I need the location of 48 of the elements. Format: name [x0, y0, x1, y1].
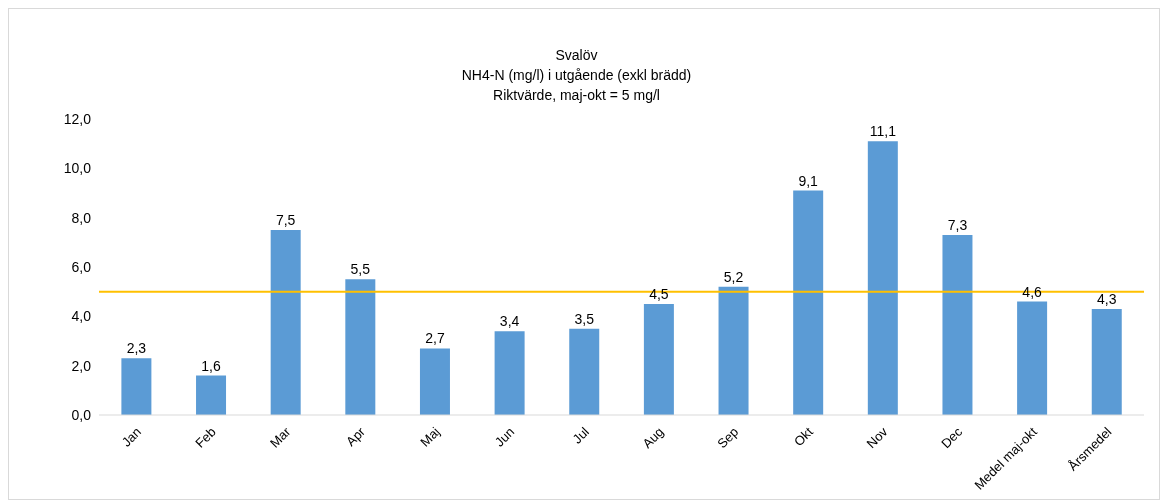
bar — [121, 358, 152, 415]
data-label: 3,5 — [574, 310, 595, 327]
x-tick-label: Aug — [639, 424, 667, 452]
y-tick-label: 2,0 — [71, 357, 92, 374]
data-label: 5,2 — [723, 268, 744, 285]
bar — [1017, 301, 1048, 415]
bar — [569, 328, 600, 415]
y-tick-label: 10,0 — [63, 160, 92, 177]
y-tick-label: 8,0 — [71, 209, 92, 226]
bar — [270, 230, 301, 415]
data-label: 9,1 — [798, 172, 819, 189]
bar — [494, 331, 525, 415]
data-label: 2,7 — [425, 330, 445, 347]
text: Riktvärde, maj-okt = 5 mg/l — [492, 86, 661, 105]
bar — [1091, 308, 1122, 415]
y-tick-label: 4,0 — [71, 308, 92, 325]
x-tick-label: Jun — [491, 424, 518, 450]
bar — [793, 190, 824, 415]
bar — [643, 304, 674, 415]
chart-title: Svalöv — [554, 46, 599, 65]
x-tick-label: Nov — [863, 423, 891, 452]
y-tick-label: 6,0 — [71, 258, 92, 275]
x-tick-label: Okt — [790, 423, 817, 450]
bar — [867, 141, 898, 415]
x-tick-label: Apr — [343, 423, 369, 450]
data-label: 7,5 — [275, 212, 296, 228]
x-tick-label: Feb — [192, 424, 219, 451]
bar — [345, 279, 376, 415]
data-label: 4,3 — [1097, 290, 1117, 307]
bar — [196, 375, 227, 415]
bar — [718, 286, 749, 415]
x-tick-label: Jul — [569, 424, 593, 447]
data-label: 3,4 — [499, 313, 520, 330]
data-label: 5,5 — [350, 261, 371, 278]
data-label: 7,3 — [947, 216, 968, 233]
y-tick-label: 0,0 — [71, 406, 92, 423]
bar — [419, 348, 450, 415]
data-label: 11,1 — [869, 123, 897, 140]
data-label: 2,3 — [126, 340, 147, 357]
x-tick-label: Mar — [266, 423, 294, 451]
data-label: 1,6 — [201, 357, 221, 374]
bar — [942, 234, 973, 415]
x-tick-label: Jan — [118, 424, 145, 450]
x-tick-label: Sep — [714, 424, 742, 452]
chart-subtitle: NH4-N (mg/l) i utgående (exkl brädd) — [460, 66, 693, 85]
y-tick-label: 12,0 — [63, 110, 92, 127]
x-tick-label: Maj — [417, 424, 443, 450]
x-tick-label: Dec — [938, 423, 966, 452]
